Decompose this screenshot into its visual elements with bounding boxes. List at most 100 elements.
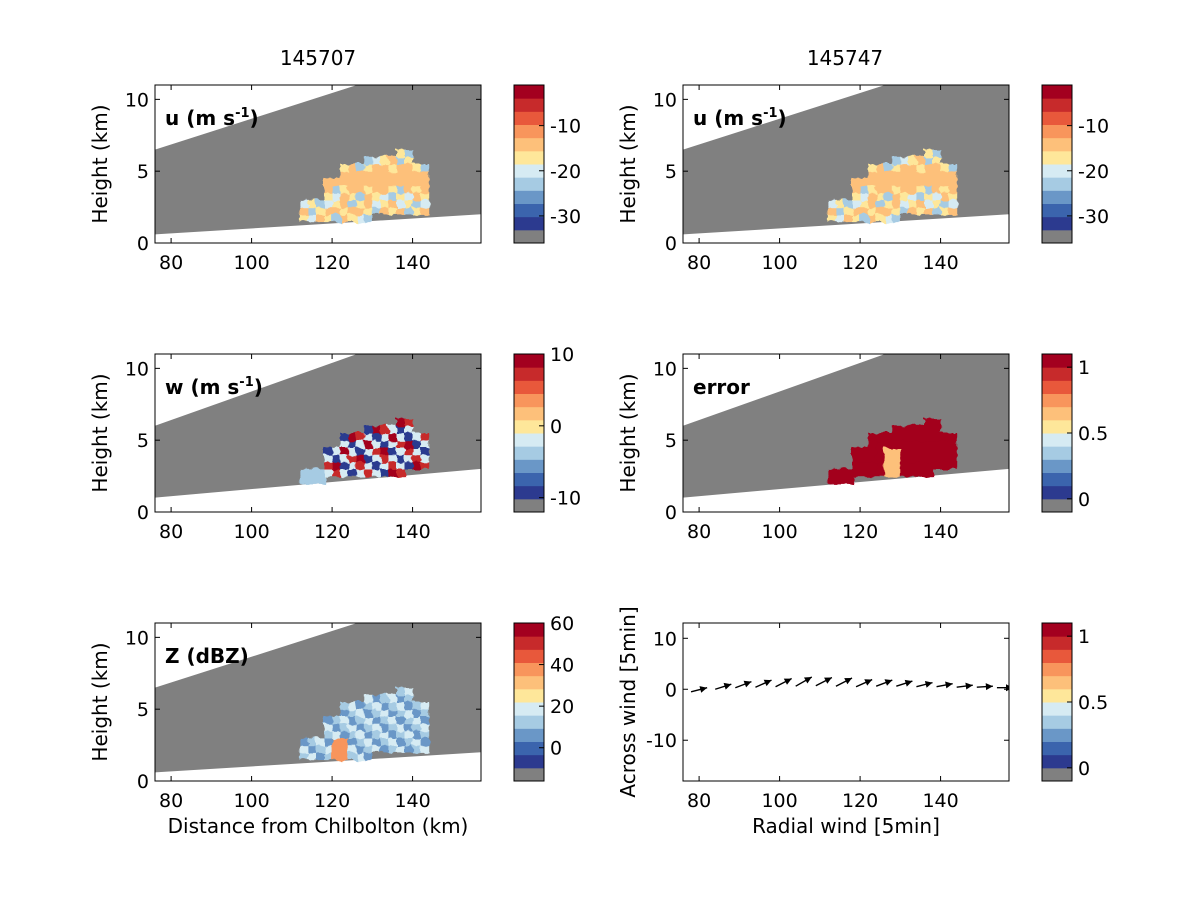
- echo-cell: [908, 440, 917, 448]
- echo-cell: [900, 207, 909, 215]
- echo-cell: [372, 737, 381, 746]
- echo-cell: [396, 425, 406, 434]
- y-tick-label: 0: [137, 771, 149, 793]
- echo-cell: [340, 199, 349, 208]
- x-tick-label: 80: [159, 521, 183, 543]
- colorbar-band: [514, 111, 544, 125]
- echo-cell: [932, 199, 942, 208]
- y-tick-label: 0: [665, 233, 677, 255]
- echo-cell: [307, 207, 317, 215]
- echo-cell: [940, 454, 950, 463]
- echo-cell: [948, 433, 958, 441]
- echo-cell: [884, 461, 893, 470]
- echo-cell: [396, 454, 406, 463]
- echo-cell: [340, 745, 349, 753]
- x-tick-label: 120: [314, 252, 350, 274]
- echo-cell: [380, 192, 389, 201]
- colorbar-band: [514, 164, 544, 178]
- echo-cell: [356, 468, 365, 477]
- panel-label-sup: -1: [239, 375, 253, 390]
- colorbar-band: [1042, 203, 1072, 218]
- y-tick-label: 10: [125, 89, 149, 111]
- echo-cell: [412, 440, 422, 448]
- echo-cell: [404, 440, 414, 448]
- echo-cell: [299, 207, 309, 215]
- echo-cell: [876, 440, 885, 448]
- echo-cell: [356, 214, 365, 223]
- echo-cell: [852, 214, 861, 223]
- echo-cell: [884, 199, 893, 208]
- echo-cell: [388, 737, 397, 746]
- echo-cell: [388, 461, 397, 470]
- colorbar-band: [514, 688, 544, 703]
- colorbar-tick-label: -10: [1078, 116, 1109, 138]
- echo-cell: [340, 207, 349, 215]
- echo-cell: [404, 156, 414, 165]
- echo-cell: [364, 185, 373, 194]
- echo-cell: [380, 433, 389, 441]
- echo-cell: [892, 199, 901, 208]
- echo-cell: [372, 694, 381, 703]
- wind-arrow-head: [864, 679, 873, 686]
- echo-cell: [388, 447, 397, 456]
- echo-cell: [884, 214, 893, 223]
- echo-cell: [356, 447, 365, 456]
- echo-cell: [364, 737, 373, 746]
- colorbar-band: [1042, 636, 1072, 650]
- echo-cell: [364, 461, 373, 470]
- x-tick-label: 140: [922, 252, 958, 274]
- echo-cell: [348, 199, 357, 208]
- echo-cell: [380, 199, 389, 208]
- echo-cell: [396, 694, 406, 703]
- x-tick-label: 80: [159, 252, 183, 274]
- echo-cell: [380, 440, 389, 448]
- echo-cell: [372, 723, 381, 732]
- echo-cell: [396, 702, 406, 710]
- echo-cell: [364, 164, 373, 172]
- echo-cell: [356, 433, 365, 441]
- echo-cell: [827, 207, 837, 215]
- echo-cell: [835, 214, 845, 223]
- echo-cell: [924, 164, 934, 172]
- colorbar-tick-label: -30: [550, 206, 581, 228]
- echo-cell: [932, 418, 942, 427]
- echo-cell: [372, 454, 381, 463]
- echo-cell: [332, 185, 341, 194]
- echo-cell: [380, 178, 389, 187]
- colorbar-band: [514, 446, 544, 460]
- echo-cell: [940, 192, 950, 201]
- colorbar-band: [1042, 767, 1072, 782]
- echo-cell: [948, 185, 958, 194]
- echo-cell: [396, 447, 406, 456]
- echo-cell: [908, 192, 917, 201]
- colorbar: 10 0 -10: [513, 344, 581, 513]
- echo-cell: [404, 687, 414, 696]
- echo-cell: [924, 433, 934, 441]
- x-tick-label: 100: [233, 252, 269, 274]
- echo-cell: [396, 737, 406, 746]
- echo-cell: [412, 207, 422, 215]
- echo-cell: [348, 454, 357, 463]
- wind-arrow-head: [884, 679, 893, 686]
- echo-cell: [332, 723, 341, 732]
- colorbar-band: [1042, 715, 1072, 729]
- colorbar-band: [514, 229, 544, 244]
- echo-cell: [835, 199, 845, 208]
- axes-frame: [682, 353, 1010, 513]
- echo-cell: [364, 447, 373, 456]
- colorbar-band: [1042, 419, 1072, 434]
- echo-cell: [364, 214, 373, 223]
- panel-label-close: ): [778, 106, 787, 130]
- x-tick-label: 100: [761, 521, 797, 543]
- echo-cell: [388, 171, 397, 179]
- echo-cell: [340, 737, 349, 746]
- echo-cell: [412, 164, 422, 172]
- colorbar-band: [514, 636, 544, 650]
- echo-cell: [332, 737, 341, 746]
- echo-cell: [924, 468, 934, 477]
- wind-arrow-head: [924, 681, 933, 688]
- echo-cell: [932, 433, 942, 441]
- colorbar-band: [1042, 393, 1072, 408]
- echo-cell: [860, 185, 869, 194]
- echo-cell: [420, 185, 430, 194]
